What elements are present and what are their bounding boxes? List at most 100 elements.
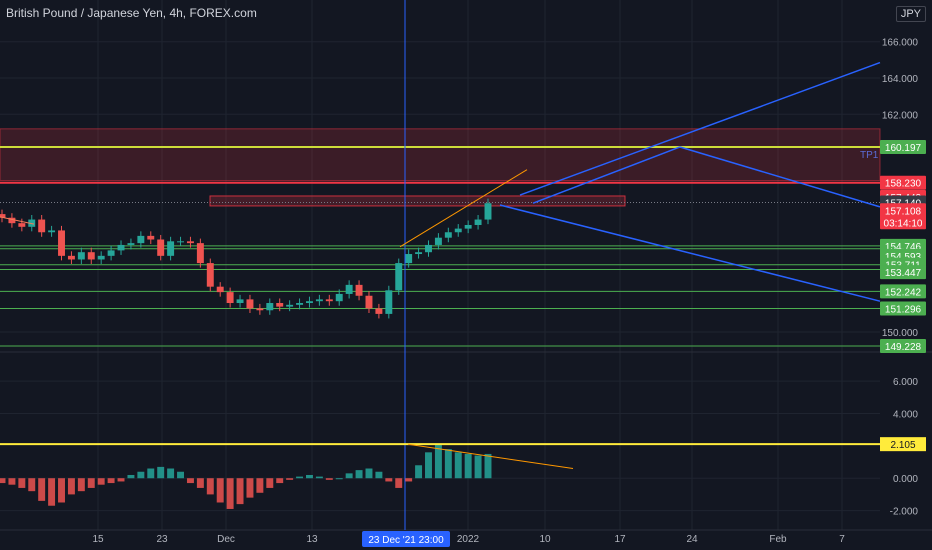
histogram-bar: [167, 468, 175, 479]
tp1-label: TP1: [860, 150, 879, 161]
candle-body: [286, 304, 294, 307]
price-label-text: 154.746: [885, 242, 922, 253]
histogram-bar: [77, 478, 85, 492]
histogram-bar: [97, 478, 105, 485]
candle-body: [38, 219, 46, 233]
candle-body: [77, 252, 85, 260]
histogram-bar: [206, 478, 214, 495]
histogram-bar: [276, 478, 284, 484]
candle-body: [365, 295, 373, 309]
histogram-bar: [266, 478, 274, 488]
indicator-histogram: [0, 443, 880, 509]
histogram-bar: [484, 453, 492, 479]
candle-body: [186, 241, 194, 244]
channel-line-lower: [499, 204, 881, 302]
histogram-bar: [196, 478, 204, 488]
histogram-bar: [405, 478, 413, 482]
trend-drawings: [0, 0, 881, 530]
candle-body: [415, 252, 423, 255]
trend-line: [399, 169, 528, 248]
histogram-bar: [296, 476, 304, 479]
price-tick-label: 150.000: [882, 328, 919, 339]
candle-body: [335, 293, 343, 302]
time-tick-label: Feb: [769, 534, 787, 545]
indicator-label-text: 2.105: [890, 440, 915, 451]
candle-body: [87, 252, 95, 260]
histogram-bar: [474, 455, 482, 479]
candles: [0, 198, 492, 319]
histogram-bar: [395, 478, 403, 488]
candle-body: [58, 230, 65, 256]
histogram-bar: [157, 466, 165, 479]
price-label-text: 157.108: [885, 206, 922, 217]
price-label-box: [880, 203, 926, 230]
histogram-bar: [315, 476, 323, 479]
price-label-box: [880, 265, 926, 280]
time-tick-label: 17: [614, 534, 626, 545]
price-label-box: [880, 339, 926, 354]
indicator-tick-label: -2.000: [890, 507, 919, 518]
indicator-tick-label: 6.000: [893, 377, 918, 388]
histogram-bar: [216, 478, 224, 503]
time-tick-label: 15: [92, 534, 104, 545]
time-tick-label: Dec: [217, 534, 235, 545]
trend-line-left: [0, 216, 35, 225]
candle-body: [167, 241, 175, 256]
histogram-bar: [147, 468, 155, 479]
histogram-bar: [177, 471, 185, 479]
candle-body: [117, 244, 125, 251]
price-label-text: 158.230: [885, 179, 922, 190]
currency-button[interactable]: JPY: [895, 6, 926, 22]
histogram-bar: [18, 478, 26, 488]
histogram-bar: [434, 444, 442, 479]
time-cursor-label-box: [362, 531, 450, 547]
histogram-bar: [236, 478, 244, 505]
candle-body: [305, 301, 313, 304]
histogram-bar: [305, 474, 313, 479]
candle-body: [18, 223, 26, 227]
candle-body: [405, 254, 413, 264]
time-tick-label: 23: [156, 534, 168, 545]
time-tick-label: 7: [839, 534, 845, 545]
candle-body: [276, 303, 284, 307]
histogram-bar: [454, 452, 462, 479]
candle-body: [127, 243, 135, 245]
candle-body: [464, 224, 472, 229]
histogram-bar: [0, 478, 6, 484]
histogram-bar: [87, 478, 95, 488]
candle-body: [345, 284, 353, 294]
chart-title: British Pound / Japanese Yen, 4h, FOREX.…: [6, 6, 257, 20]
price-tick-label: 166.000: [882, 38, 919, 49]
candle-body: [256, 308, 264, 311]
candle-body: [246, 299, 254, 309]
price-label-text: 154.593: [885, 252, 922, 263]
zones: TP1: [0, 128, 881, 207]
histogram-bar: [67, 478, 75, 495]
candle-body: [454, 228, 462, 233]
price-tick-label: 162.000: [882, 110, 919, 121]
candle-body: [196, 243, 204, 264]
price-label-box: [880, 284, 926, 299]
candle-body: [236, 299, 244, 304]
candle-body: [216, 286, 224, 293]
indicator-tick-label: 4.000: [893, 409, 918, 420]
histogram-bar: [28, 478, 36, 492]
price-label-text: 160.197: [885, 143, 922, 154]
indicator-trend-line: [407, 443, 574, 470]
histogram-bar: [415, 465, 423, 479]
price-label-text: 153.447: [885, 268, 922, 279]
histogram-bar: [444, 449, 452, 479]
price-label-text: 152.242: [885, 287, 922, 298]
candle-body: [67, 255, 75, 260]
axes: 15 23 Dec 13 2022 10 17 24 Feb 7 166.000 164.000 162…: [92, 38, 918, 545]
candle-body: [474, 219, 482, 225]
candle-body: [375, 308, 383, 314]
price-label-text: 151.296: [885, 305, 922, 316]
histogram-bar: [464, 453, 472, 479]
channel-line-descending: [679, 146, 881, 208]
candle-body: [226, 292, 234, 304]
histogram-bar: [335, 478, 343, 480]
candle-body: [266, 303, 274, 311]
histogram-bar: [425, 452, 432, 479]
